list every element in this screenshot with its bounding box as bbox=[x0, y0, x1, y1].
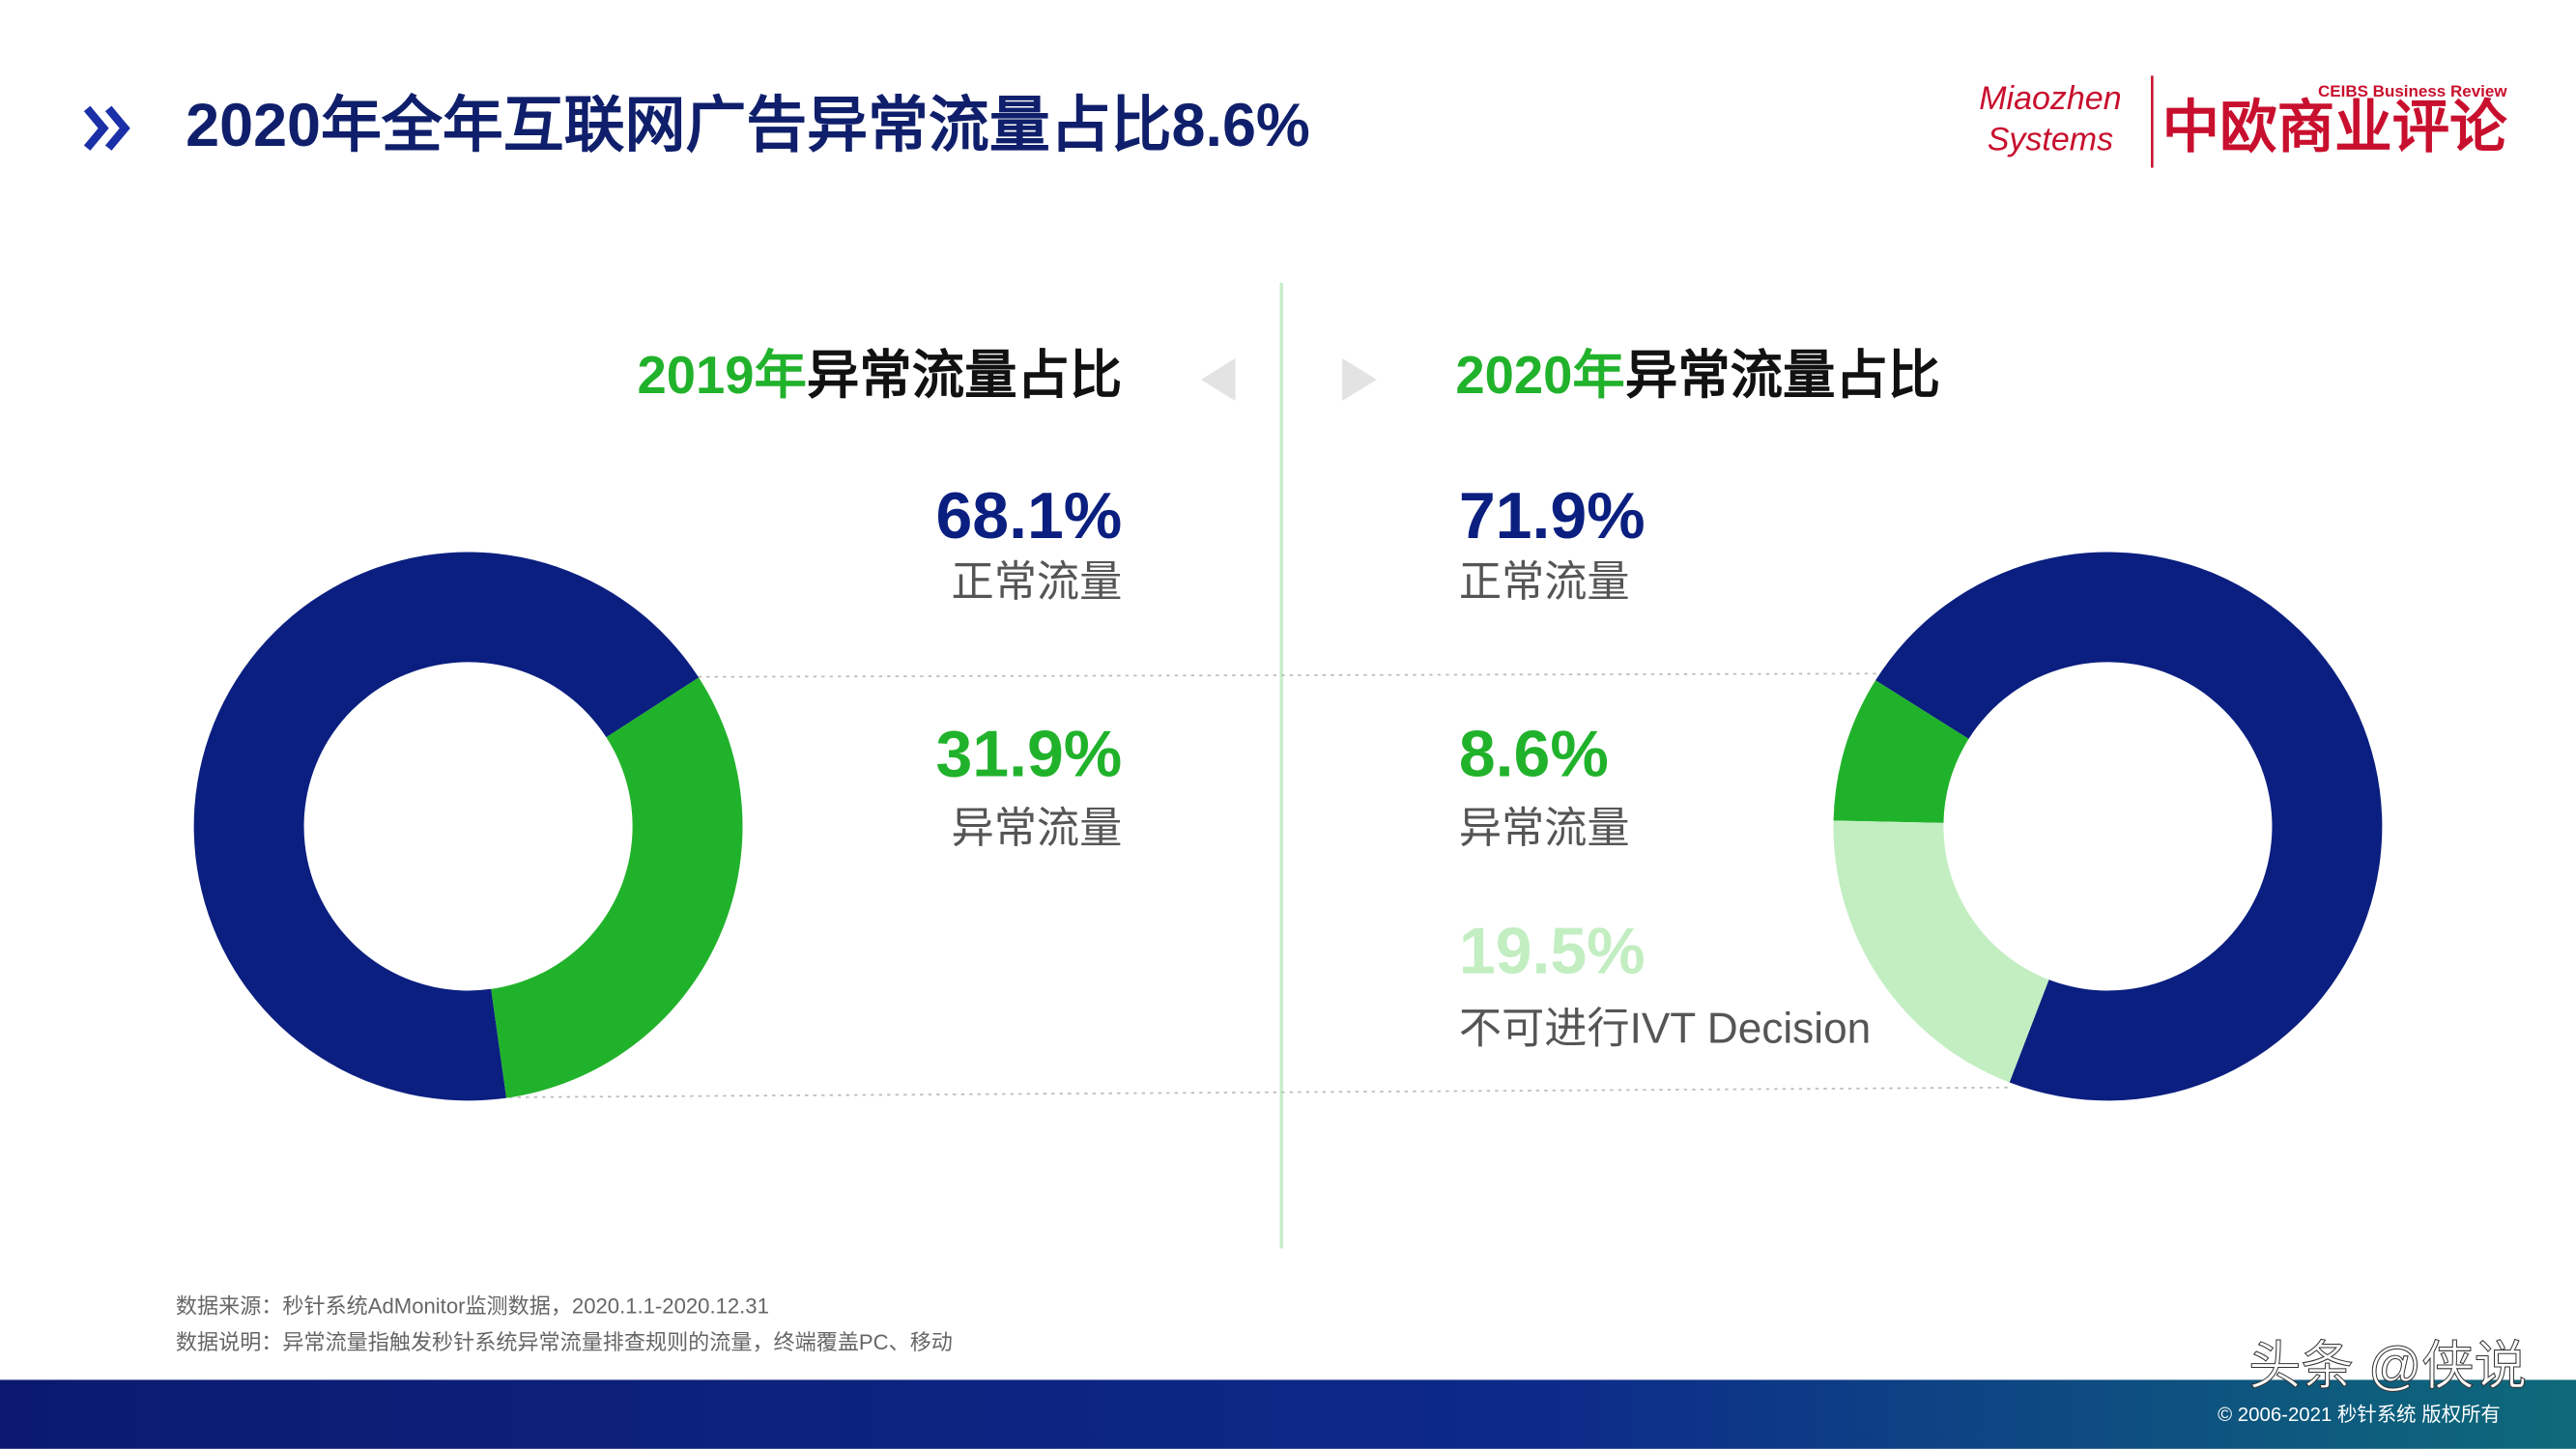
logo-text: Systems bbox=[1988, 121, 2113, 157]
value-label: 19.5% bbox=[1459, 915, 1646, 988]
copyright: © 2006-2021 秒针系统 版权所有 bbox=[2218, 1404, 2501, 1426]
page-title: 2020年全年互联网广告异常流量占比8.6% bbox=[186, 92, 1310, 159]
watermark: 头条 @侠说 bbox=[2248, 1337, 2527, 1396]
category-label: 异常流量 bbox=[1459, 805, 1630, 852]
chart-title-part: 2019年 bbox=[638, 346, 807, 405]
value-label: 31.9% bbox=[935, 718, 1122, 791]
value-label: 68.1% bbox=[935, 479, 1122, 553]
arrow-left bbox=[1200, 357, 1236, 402]
chevron-icon bbox=[83, 105, 130, 151]
donut-segment bbox=[193, 552, 700, 1101]
category-label: 正常流量 bbox=[1459, 558, 1630, 606]
value-label: 71.9% bbox=[1459, 479, 1646, 553]
footnote: 数据说明：异常流量指触发秒针系统异常流量排查规则的流量，终端覆盖PC、移动 bbox=[176, 1330, 953, 1354]
footnote: 数据来源：秒针系统AdMonitor监测数据，2020.1.1-2020.12.… bbox=[176, 1293, 769, 1318]
donut-segment bbox=[1833, 680, 1969, 823]
donut-segment bbox=[1875, 552, 2383, 1101]
logo-text: 中欧商业评论 bbox=[2162, 95, 2508, 159]
chart-title-part: 异常流量占比 bbox=[1625, 346, 1940, 405]
chart-title: 2019年异常流量占比 bbox=[638, 346, 1123, 405]
footer-band bbox=[0, 1379, 2576, 1449]
donut-segment bbox=[1833, 820, 2049, 1083]
arrow-right bbox=[1342, 357, 1377, 402]
chart-title-part: 异常流量占比 bbox=[807, 346, 1122, 405]
logo-text: CEIBS Business Review bbox=[2318, 82, 2507, 100]
category-label: 异常流量 bbox=[952, 805, 1123, 852]
category-label: 不可进行IVT Decision bbox=[1459, 1006, 1871, 1053]
value-label: 8.6% bbox=[1459, 718, 1609, 791]
chart-title-part: 2020年 bbox=[1455, 346, 1624, 405]
logo-text: Miaozhen bbox=[1979, 80, 2121, 117]
chart-title: 2020年异常流量占比 bbox=[1455, 346, 1940, 405]
category-label: 正常流量 bbox=[952, 558, 1123, 606]
donut-segment bbox=[491, 677, 743, 1098]
